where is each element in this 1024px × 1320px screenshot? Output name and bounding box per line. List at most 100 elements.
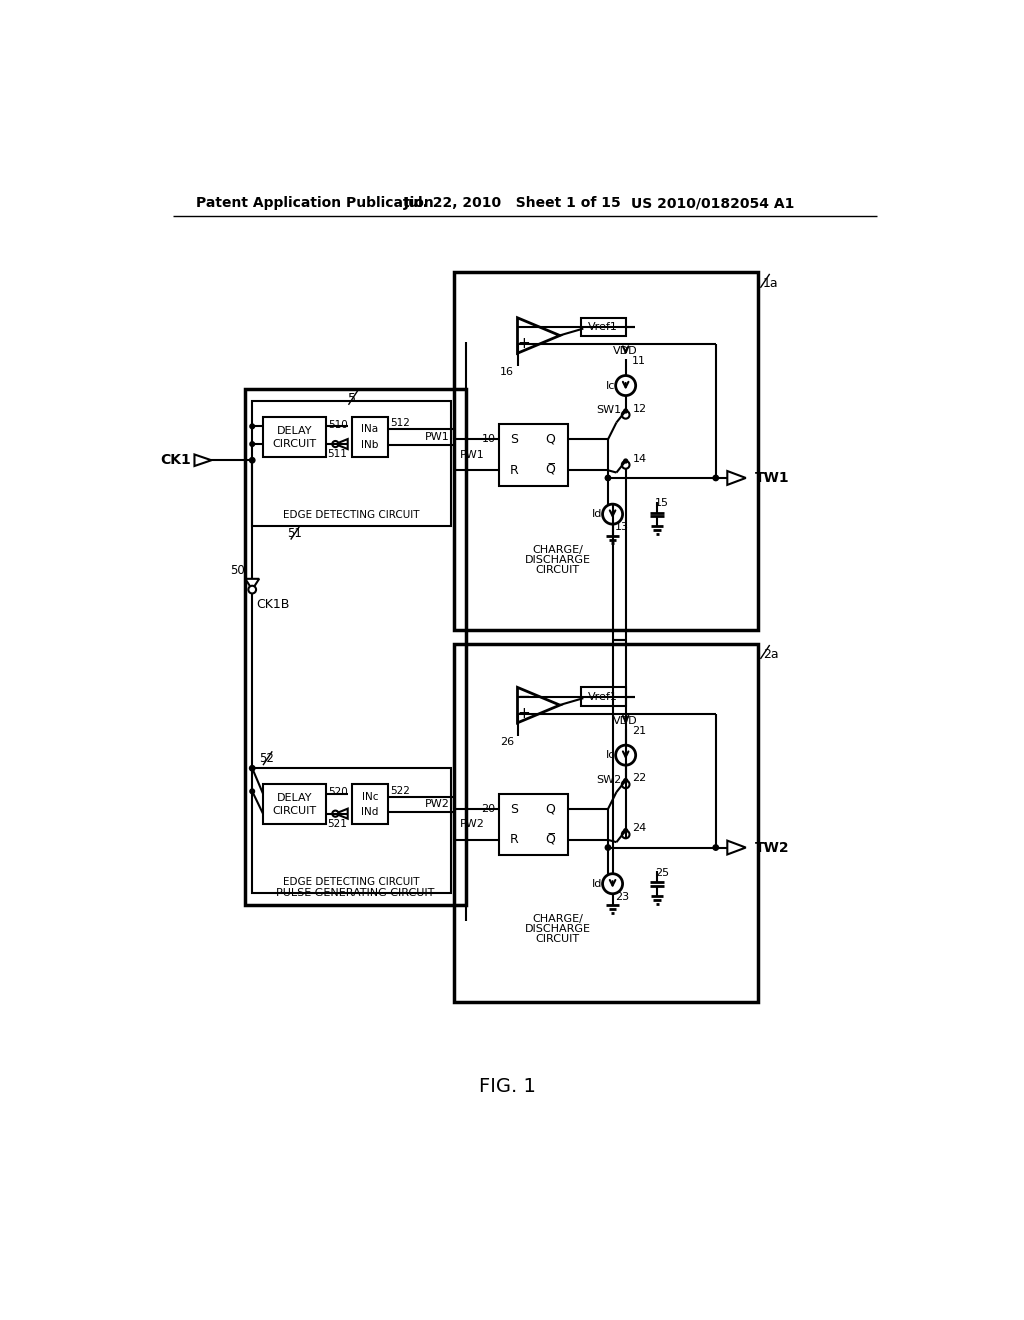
Text: DISCHARGE: DISCHARGE [525,924,591,935]
Text: S: S [510,803,518,816]
Circle shape [622,461,630,469]
Text: 2a: 2a [763,648,778,661]
Polygon shape [727,841,745,854]
Text: +: + [518,706,530,721]
Bar [499,793,568,855]
Text: 15: 15 [655,499,669,508]
Polygon shape [336,809,348,818]
Text: R: R [510,833,518,846]
Text: 21: 21 [632,726,646,735]
Text: DISCHARGE: DISCHARGE [525,554,591,565]
Text: 521: 521 [327,818,347,829]
Text: Jul. 22, 2010   Sheet 1 of 15: Jul. 22, 2010 Sheet 1 of 15 [403,197,622,210]
Circle shape [249,586,256,594]
Text: PW2: PW2 [460,820,484,829]
Text: −: − [518,689,530,704]
Circle shape [624,409,628,413]
Circle shape [250,766,255,771]
Text: S: S [510,433,518,446]
Circle shape [624,829,628,833]
Text: EDGE DETECTING CIRCUIT: EDGE DETECTING CIRCUIT [284,510,420,520]
Text: 25: 25 [655,869,669,878]
Bar [252,401,451,525]
Circle shape [250,442,255,446]
Text: TW2: TW2 [755,841,790,854]
Text: −: − [518,319,530,334]
Text: CIRCUIT: CIRCUIT [536,935,580,944]
Text: Q̅: Q̅ [545,833,555,846]
Text: 26: 26 [500,737,514,747]
Circle shape [624,459,628,463]
Polygon shape [336,440,348,449]
Text: 13: 13 [614,523,629,532]
Circle shape [713,845,719,850]
Text: PW2: PW2 [425,800,451,809]
Text: INd: INd [361,807,379,817]
Text: US 2010/0182054 A1: US 2010/0182054 A1 [631,197,795,210]
Polygon shape [517,318,560,354]
Text: Q: Q [545,433,555,446]
Text: R: R [510,463,518,477]
Bar [581,318,626,337]
Circle shape [602,874,623,894]
Text: Vref1: Vref1 [589,692,618,702]
Text: Vref1: Vref1 [589,322,618,333]
Text: INa: INa [361,425,379,434]
Text: VDD: VDD [613,715,638,726]
Text: Q̅: Q̅ [545,463,555,477]
Circle shape [622,780,630,788]
Text: 52: 52 [259,752,273,766]
Circle shape [333,441,339,447]
Text: TW1: TW1 [755,471,790,484]
Circle shape [713,475,719,480]
Text: 14: 14 [633,454,647,463]
Bar [499,424,568,486]
Text: 5: 5 [348,392,356,405]
Text: CIRCUIT: CIRCUIT [272,807,316,816]
Circle shape [615,744,636,766]
Bar [352,784,388,825]
Text: CHARGE/: CHARGE/ [532,915,584,924]
Text: Patent Application Publication: Patent Application Publication [196,197,434,210]
Text: EDGE DETECTING CIRCUIT: EDGE DETECTING CIRCUIT [284,878,420,887]
Text: 522: 522 [390,785,410,796]
Bar [352,417,388,457]
Circle shape [622,830,630,838]
Circle shape [602,504,623,524]
Text: 16: 16 [500,367,514,378]
Circle shape [333,810,339,817]
Polygon shape [195,454,211,466]
Text: 11: 11 [632,356,646,366]
Circle shape [605,475,610,480]
Text: PULSE GENERATING CIRCUIT: PULSE GENERATING CIRCUIT [276,888,434,898]
Text: 50: 50 [229,564,245,577]
Text: 10: 10 [481,434,496,445]
Text: FIG. 1: FIG. 1 [479,1077,537,1096]
Text: Q: Q [545,803,555,816]
Text: Id: Id [592,510,602,519]
Text: VDD: VDD [613,346,638,356]
Text: Ic: Ic [605,380,615,391]
Text: +: + [518,337,530,351]
Bar [263,417,326,457]
Text: PW1: PW1 [425,432,451,442]
Text: 23: 23 [614,892,629,902]
Text: CHARGE/: CHARGE/ [532,545,584,554]
Text: DELAY: DELAY [276,793,312,804]
Text: 22: 22 [633,774,647,783]
Text: CIRCUIT: CIRCUIT [536,565,580,574]
Text: CK1B: CK1B [256,598,290,611]
Text: 512: 512 [390,418,410,428]
Text: 511: 511 [327,449,347,459]
Circle shape [250,458,255,463]
Text: SW1: SW1 [596,405,622,416]
Polygon shape [727,471,745,484]
Text: Ic: Ic [605,750,615,760]
Text: 24: 24 [633,824,647,833]
Bar [454,272,758,631]
Bar [581,688,626,706]
Text: INc: INc [361,792,378,801]
Circle shape [622,411,630,418]
Circle shape [605,845,610,850]
Text: 510: 510 [329,420,348,430]
